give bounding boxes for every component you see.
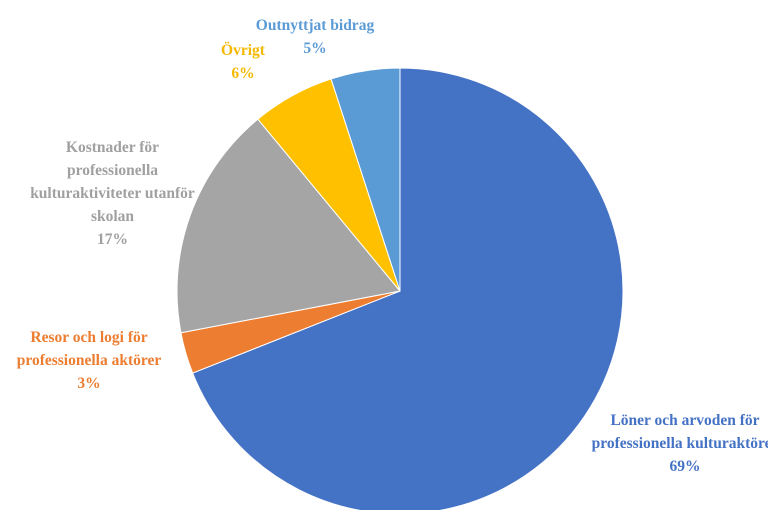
slice-label: Kostnader för professionella kulturaktiv… <box>20 136 205 251</box>
value-label: 5% <box>303 40 327 57</box>
category-name: Kostnader för professionella kulturaktiv… <box>30 139 195 225</box>
category-name: Outnyttjat bidrag <box>255 17 375 34</box>
slice-label: Övrigt 6% <box>200 39 286 85</box>
value-label: 17% <box>97 231 128 248</box>
slice-label: Resor och logi för professionella aktöre… <box>0 326 178 395</box>
slice-label: Löner och arvoden för professionella kul… <box>590 409 768 478</box>
category-name: Resor och logi för professionella aktöre… <box>16 329 162 369</box>
category-name: Löner och arvoden för professionella kul… <box>591 412 768 452</box>
pie-slice <box>192 67 624 510</box>
value-label: 69% <box>669 458 701 475</box>
category-name: Övrigt <box>221 42 265 59</box>
pie-slice <box>330 67 401 292</box>
slice-label: Outnyttjat bidrag 5% <box>225 14 405 60</box>
value-label: 3% <box>77 375 101 392</box>
value-label: 6% <box>231 65 255 82</box>
pie-slice <box>176 118 401 334</box>
